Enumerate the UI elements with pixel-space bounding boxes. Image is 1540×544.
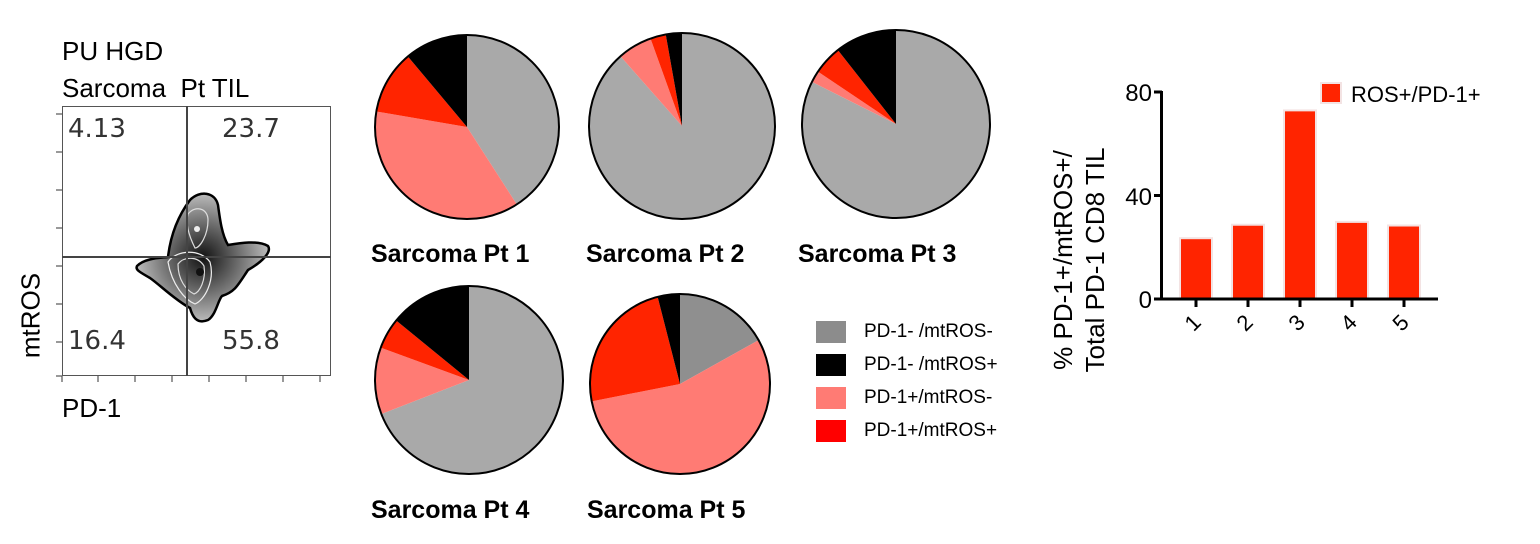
pie-slice xyxy=(591,340,770,474)
flow-title-line1: PU HGD xyxy=(62,36,164,66)
quadrant-upper-right-value: 23.7 xyxy=(222,114,280,144)
pie-slice xyxy=(817,50,896,125)
pie-slice xyxy=(811,71,896,124)
bar-1 xyxy=(1179,237,1213,301)
bar-legend-label: ROS+/PD-1+ xyxy=(1351,82,1481,107)
quadrant-upper-left-value: 4.13 xyxy=(68,114,126,144)
pie-chart-pt2 xyxy=(588,32,776,220)
pie-slice xyxy=(620,38,682,126)
pie-slice xyxy=(374,347,469,415)
legend-label: PD-1- /mtROS- xyxy=(864,320,993,342)
pie-slice xyxy=(665,33,682,126)
pie-slice xyxy=(467,35,559,205)
pie-label-pt5: Sarcoma Pt 5 xyxy=(587,496,746,524)
pie-slice xyxy=(375,111,517,219)
bar-3 xyxy=(1283,109,1317,301)
legend-swatch-red xyxy=(816,419,846,442)
legend-label: PD-1+/mtROS+ xyxy=(864,419,998,441)
x-tick-label: 3 xyxy=(1284,310,1310,336)
pie-label-pt4: Sarcoma Pt 4 xyxy=(371,496,530,524)
pie-slice xyxy=(802,30,990,218)
bar-4 xyxy=(1335,220,1369,300)
pie-slice xyxy=(380,320,469,380)
vertical-gate-line xyxy=(186,106,188,376)
pie-label-pt2: Sarcoma Pt 2 xyxy=(586,240,745,268)
bar-5 xyxy=(1387,224,1421,300)
flow-title-line2: Sarcoma Pt TIL xyxy=(62,73,250,103)
pie-slice xyxy=(837,30,896,124)
pie-chart-pt1 xyxy=(374,34,560,220)
pie-slice xyxy=(376,56,467,127)
flow-x-axis-label: PD-1 xyxy=(62,393,122,423)
x-tick-label: 1 xyxy=(1180,310,1206,336)
y-tick-80: 80 xyxy=(1125,80,1152,107)
pie-slice xyxy=(381,286,563,474)
bar-y-label-line1: % PD-1+/mtROS+/ xyxy=(1048,149,1078,369)
bar-y-label-line2: Total PD-1 CD8 TIL xyxy=(1080,148,1110,373)
legend-item-pd1neg-rospos: PD-1- /mtROS+ xyxy=(816,352,998,377)
pie-chart-pt5 xyxy=(589,293,771,475)
legend-swatch-gray xyxy=(816,320,846,343)
horizontal-gate-line xyxy=(62,256,331,258)
y-tick-40: 40 xyxy=(1125,184,1152,211)
legend-swatch-black xyxy=(816,353,846,376)
pie-slice xyxy=(396,286,469,380)
bar-legend-swatch xyxy=(1320,82,1342,104)
quadrant-lower-right-value: 55.8 xyxy=(222,326,280,356)
flow-plot-frame xyxy=(62,106,331,376)
legend-label: PD-1- /mtROS+ xyxy=(864,353,998,375)
pie-chart-pt3 xyxy=(801,29,991,219)
y-tick-0: 0 xyxy=(1139,287,1152,314)
pie-slice xyxy=(650,34,682,126)
bar-2 xyxy=(1231,223,1265,301)
quadrant-lower-left-value: 16.4 xyxy=(68,326,126,356)
legend-item-pd1pos-rospos: PD-1+/mtROS+ xyxy=(816,418,998,443)
pie-label-pt1: Sarcoma Pt 1 xyxy=(371,240,530,268)
pie-slice xyxy=(590,296,680,402)
pie-legend: PD-1- /mtROS- PD-1- /mtROS+ PD-1+/mtROS-… xyxy=(816,319,998,443)
pie-slice xyxy=(407,35,467,127)
x-tick-label: 5 xyxy=(1388,310,1414,336)
x-tick-label: 4 xyxy=(1336,310,1362,336)
pie-chart-pt4 xyxy=(374,285,564,475)
x-tick-label: 2 xyxy=(1232,310,1258,336)
legend-item-pd1pos-rosneg: PD-1+/mtROS- xyxy=(816,385,998,410)
legend-swatch-pink xyxy=(816,386,846,409)
legend-item-pd1neg-rosneg: PD-1- /mtROS- xyxy=(816,319,998,344)
bar-series xyxy=(1179,109,1421,301)
pie-slice xyxy=(657,294,680,384)
pie-label-pt3: Sarcoma Pt 3 xyxy=(798,240,957,268)
legend-label: PD-1+/mtROS- xyxy=(864,386,993,408)
